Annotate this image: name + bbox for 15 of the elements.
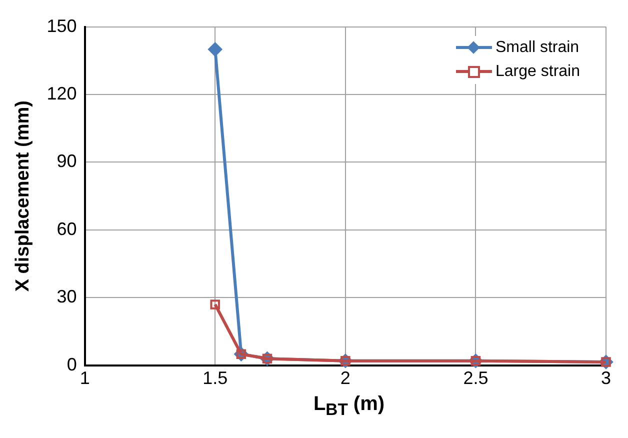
x-tick-label: 1.5 bbox=[202, 368, 228, 388]
x-axis-title: L$_{BT}$ (m) bbox=[312, 393, 386, 420]
y-tick-label: 90 bbox=[56, 151, 77, 172]
y-tick-label: 30 bbox=[56, 286, 77, 307]
x-tick-label: 3 bbox=[600, 368, 612, 388]
legend-label: Small strain bbox=[496, 39, 580, 57]
x-tick-label: 1 bbox=[80, 368, 90, 388]
x-tick-label: 2 bbox=[340, 368, 350, 388]
legend-label: Large strain bbox=[496, 63, 580, 81]
x-tick-label: 2.5 bbox=[463, 368, 488, 388]
y-axis-title: X displacement (mm) bbox=[12, 100, 34, 292]
y-tick-label: 150 bbox=[46, 16, 77, 36]
y-tick-label: 120 bbox=[46, 83, 77, 104]
y-tick-label: 0 bbox=[66, 354, 77, 374]
y-tick-label: 60 bbox=[56, 218, 77, 239]
